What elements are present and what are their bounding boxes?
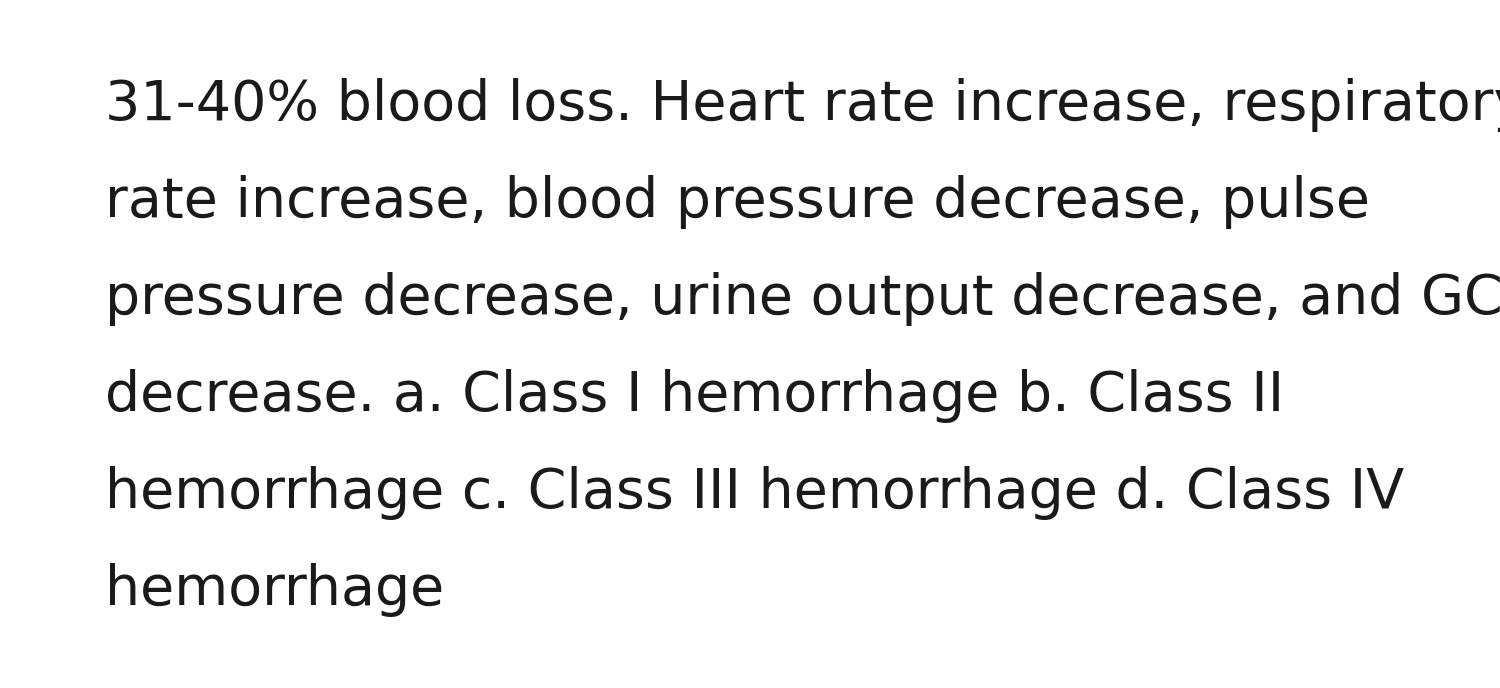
Text: hemorrhage c. Class III hemorrhage d. Class IV: hemorrhage c. Class III hemorrhage d. Cl…: [105, 466, 1404, 520]
Text: 31-40% blood loss. Heart rate increase, respiratory: 31-40% blood loss. Heart rate increase, …: [105, 78, 1500, 132]
Text: pressure decrease, urine output decrease, and GCS: pressure decrease, urine output decrease…: [105, 272, 1500, 326]
Text: rate increase, blood pressure decrease, pulse: rate increase, blood pressure decrease, …: [105, 175, 1370, 229]
Text: hemorrhage: hemorrhage: [105, 563, 444, 617]
Text: decrease. a. Class I hemorrhage b. Class II: decrease. a. Class I hemorrhage b. Class…: [105, 369, 1284, 423]
